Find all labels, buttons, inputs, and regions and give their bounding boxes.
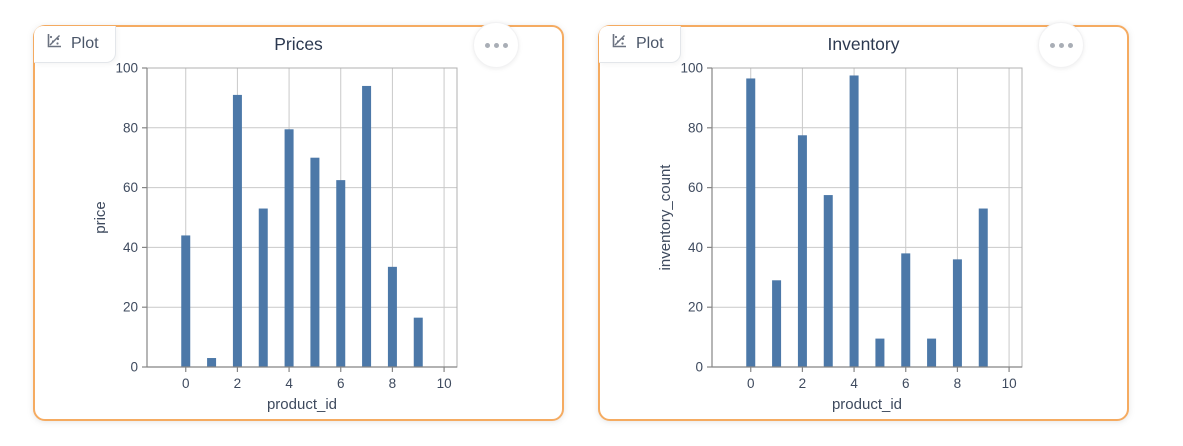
chart-card-prices: 0 2 4 6 8 10 0 20 40 60 80 100 product_id price Plot … bbox=[33, 22, 564, 421]
plot-badge-label: Plot bbox=[636, 34, 664, 52]
plot-type-badge[interactable]: Plot bbox=[34, 26, 116, 63]
svg-text:20: 20 bbox=[123, 300, 138, 315]
svg-text:price: price bbox=[92, 201, 109, 234]
svg-text:100: 100 bbox=[680, 61, 703, 76]
ellipsis-icon bbox=[484, 42, 508, 48]
svg-text:8: 8 bbox=[954, 376, 962, 391]
svg-text:2: 2 bbox=[799, 376, 807, 391]
scatter-plot-icon bbox=[610, 32, 628, 55]
svg-text:80: 80 bbox=[123, 120, 138, 135]
svg-text:0: 0 bbox=[182, 376, 190, 391]
plot-type-badge[interactable]: Plot bbox=[599, 26, 681, 63]
svg-text:0: 0 bbox=[747, 376, 755, 391]
svg-text:4: 4 bbox=[285, 376, 293, 391]
svg-text:60: 60 bbox=[688, 180, 703, 195]
svg-text:40: 40 bbox=[123, 240, 138, 255]
more-options-button[interactable] bbox=[473, 22, 519, 68]
svg-text:4: 4 bbox=[850, 376, 858, 391]
svg-text:20: 20 bbox=[688, 300, 703, 315]
svg-text:0: 0 bbox=[130, 360, 138, 375]
svg-text:100: 100 bbox=[115, 61, 138, 76]
svg-text:2: 2 bbox=[234, 376, 242, 391]
svg-text:60: 60 bbox=[123, 180, 138, 195]
svg-text:6: 6 bbox=[337, 376, 345, 391]
svg-text:10: 10 bbox=[1002, 376, 1017, 391]
svg-text:80: 80 bbox=[688, 120, 703, 135]
svg-text:8: 8 bbox=[389, 376, 397, 391]
ellipsis-icon bbox=[1049, 42, 1073, 48]
more-options-button[interactable] bbox=[1038, 22, 1084, 68]
plot-badge-label: Plot bbox=[71, 34, 99, 52]
svg-text:0: 0 bbox=[695, 360, 703, 375]
chart-card-inventory: 0 2 4 6 8 10 0 20 40 60 80 100 product_id inventory_c… bbox=[598, 22, 1129, 421]
svg-text:product_id: product_id bbox=[832, 396, 902, 413]
scatter-plot-icon bbox=[45, 32, 63, 55]
svg-text:6: 6 bbox=[902, 376, 910, 391]
svg-text:10: 10 bbox=[437, 376, 452, 391]
inventory-bar-chart: 0 2 4 6 8 10020406080100product_idinventory_c… bbox=[657, 61, 1023, 413]
svg-text:inventory_count: inventory_count bbox=[657, 164, 674, 271]
svg-text:40: 40 bbox=[688, 240, 703, 255]
svg-text:product_id: product_id bbox=[267, 396, 337, 413]
